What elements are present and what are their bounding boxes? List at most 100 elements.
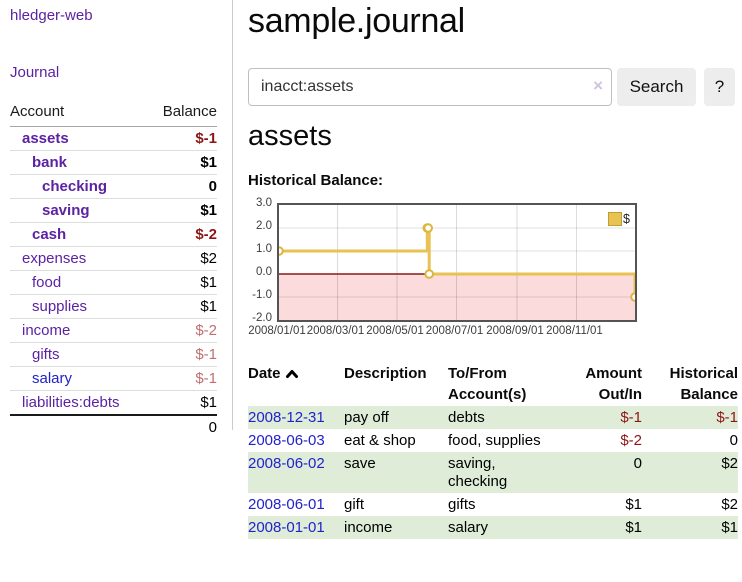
accounts-total-balance: 0	[148, 414, 217, 439]
transactions-table-body: 2008-12-31 pay off debts $-1 $-1 2008-06-03 ea…	[248, 406, 738, 539]
x-tick-label: 2008/03/01	[306, 325, 365, 337]
column-header-date[interactable]: Date	[248, 362, 344, 406]
transaction-amount: $-1	[620, 408, 642, 426]
historical-balance-chart: 3.0 2.0 1.0 0.0 -1.0 -2.0 $ 2008/01/01 2008/03…	[248, 196, 742, 348]
account-balance: 0	[208, 177, 217, 195]
account-link-cash[interactable]: cash	[32, 225, 67, 243]
transaction-accounts: gifts	[448, 495, 476, 513]
transaction-balance: $-1	[716, 408, 738, 426]
account-link-assets[interactable]: assets	[22, 129, 69, 147]
account-balance: $1	[200, 297, 217, 315]
sidebar: hledger-web Journal Account Balance asse…	[0, 0, 232, 582]
account-balance: $-2	[195, 321, 217, 339]
transaction-date-link[interactable]: 2008-01-01	[248, 518, 325, 536]
transaction-amount: 0	[633, 454, 642, 472]
transaction-description: pay off	[344, 408, 389, 426]
x-tick-label: 2008/05/01	[366, 325, 424, 337]
transaction-row: 2008-06-01 gift gifts $1 $2	[248, 493, 738, 516]
account-row: food $1	[10, 270, 217, 295]
account-link-food[interactable]: food	[32, 273, 62, 291]
transaction-balance: $2	[721, 495, 738, 513]
sidebar-item-journal[interactable]: Journal	[10, 64, 60, 81]
search-button[interactable]: Search	[617, 68, 696, 106]
account-link-gifts[interactable]: gifts	[32, 345, 60, 363]
account-row: checking 0	[10, 174, 217, 199]
transaction-description: eat & shop	[344, 431, 416, 449]
account-row: gifts $-1	[10, 342, 217, 367]
x-tick-label: 2008/09/01	[486, 325, 544, 337]
account-balance: $1	[200, 153, 217, 171]
transaction-accounts: saving, checking	[448, 454, 508, 490]
chart-plot-area[interactable]: $	[277, 203, 637, 322]
transaction-row: 2008-12-31 pay off debts $-1 $-1	[248, 406, 738, 429]
account-name-cell: income	[10, 319, 148, 343]
y-tick-label: 2.0	[256, 219, 272, 232]
clear-search-icon[interactable]: ×	[593, 76, 603, 95]
account-row: salary $-1	[10, 366, 217, 391]
account-row: cash $-2	[10, 222, 217, 247]
transaction-date-cell: 2008-06-02	[248, 452, 344, 493]
search-input[interactable]	[248, 68, 612, 106]
account-link-liabilities-debts[interactable]: liabilities:debts	[22, 393, 120, 411]
account-name-cell: gifts	[10, 343, 148, 367]
column-header-tofrom: To/From Account(s)	[448, 365, 527, 403]
transaction-date-link[interactable]: 2008-06-02	[248, 454, 325, 472]
account-balance: $1	[200, 393, 217, 411]
transaction-date-link[interactable]: 2008-12-31	[248, 408, 325, 426]
account-name-cell: bank	[10, 151, 148, 175]
account-name-cell: cash	[10, 223, 148, 247]
account-balance: $-1	[195, 345, 217, 363]
transaction-date-link[interactable]: 2008-06-03	[248, 431, 325, 449]
y-tick-label: 3.0	[256, 196, 272, 209]
legend-label: $	[623, 212, 630, 226]
account-link-supplies[interactable]: supplies	[32, 297, 88, 315]
transaction-balance: 0	[729, 431, 738, 449]
account-heading: assets	[248, 120, 332, 152]
x-tick-label: 2008/07/01	[425, 325, 484, 337]
brand-link[interactable]: hledger-web	[10, 7, 93, 24]
chart-canvas	[279, 205, 635, 320]
account-name-cell: liabilities:debts	[10, 391, 148, 416]
transaction-balance: $1	[721, 518, 738, 536]
account-link-expenses[interactable]: expenses	[22, 249, 87, 267]
chart-heading: Historical Balance:	[248, 172, 384, 189]
column-header-amount: Amount Out/In	[585, 365, 642, 403]
transaction-amount: $-2	[620, 431, 642, 449]
account-name-cell: assets	[10, 127, 148, 151]
accounts-total-row: 0	[10, 414, 217, 439]
transaction-accounts: debts	[448, 408, 485, 426]
transaction-balance: $2	[721, 454, 738, 472]
y-tick-label: 0.0	[256, 265, 272, 278]
account-link-income[interactable]: income	[22, 321, 71, 339]
transaction-date-cell: 2008-06-03	[248, 429, 344, 452]
account-balance: $-1	[195, 129, 217, 147]
account-link-checking[interactable]: checking	[42, 177, 108, 195]
transaction-row: 2008-06-02 save saving, checking 0 $2	[248, 452, 738, 493]
page-title: sample.journal	[248, 2, 465, 40]
account-balance: $-2	[195, 225, 217, 243]
account-name-cell: checking	[10, 175, 148, 199]
data-point-marker	[424, 269, 434, 279]
column-header-description: Description	[344, 365, 427, 382]
x-tick-label: 2008/01/01	[248, 325, 306, 337]
account-link-saving[interactable]: saving	[42, 201, 90, 219]
transaction-amount: $1	[625, 518, 642, 536]
accounts-header-row: Account Balance	[10, 100, 217, 127]
account-row: bank $1	[10, 150, 217, 175]
transaction-description: gift	[344, 495, 365, 513]
transaction-date-link[interactable]: 2008-06-01	[248, 495, 325, 513]
x-tick-label: 2008/11/01	[546, 325, 603, 337]
transaction-row: 2008-06-03 eat & shop food, supplies $-2 0	[248, 429, 738, 452]
help-button[interactable]: ?	[704, 68, 735, 106]
transaction-date-cell: 2008-01-01	[248, 516, 344, 539]
column-header-historical: Historical Balance	[669, 365, 738, 403]
account-link-bank[interactable]: bank	[32, 153, 68, 171]
sort-ascending-icon	[285, 370, 298, 378]
account-name-cell: expenses	[10, 247, 148, 271]
main-content: sample.journal × Search ? assets Histori…	[248, 0, 742, 582]
account-balance: $-1	[195, 369, 217, 387]
account-link-salary[interactable]: salary	[32, 369, 73, 387]
transaction-row: 2008-01-01 income salary $1 $1	[248, 516, 738, 539]
account-balance: $1	[200, 273, 217, 291]
